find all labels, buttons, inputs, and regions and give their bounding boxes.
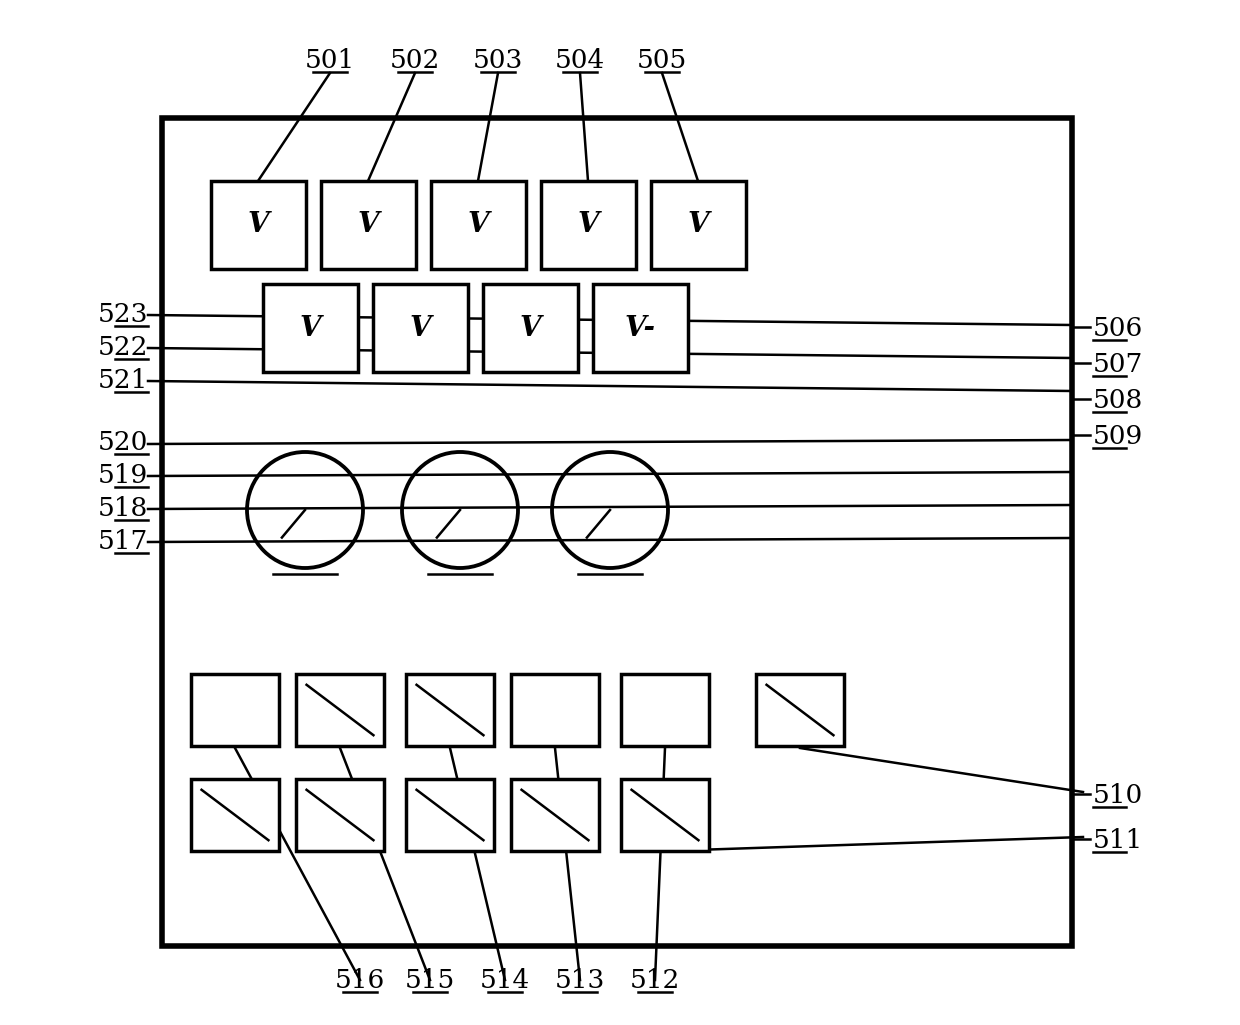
Bar: [511, 779, 599, 851]
Text: 523: 523: [98, 302, 148, 327]
Bar: [296, 779, 384, 851]
Bar: [263, 284, 357, 372]
Text: 519: 519: [98, 463, 148, 488]
Text: 517: 517: [98, 529, 148, 554]
Text: V: V: [409, 315, 430, 341]
Text: 522: 522: [98, 335, 148, 360]
Bar: [621, 779, 709, 851]
Text: 515: 515: [405, 968, 455, 993]
Text: 507: 507: [1092, 352, 1143, 377]
Bar: [162, 118, 1073, 946]
Text: 505: 505: [637, 48, 687, 73]
Text: 513: 513: [554, 968, 605, 993]
Bar: [191, 779, 279, 851]
Text: V: V: [299, 315, 321, 341]
Text: 509: 509: [1092, 424, 1143, 449]
Text: V-: V-: [625, 315, 656, 341]
Text: V: V: [520, 315, 541, 341]
Text: V: V: [357, 211, 378, 239]
Text: 521: 521: [98, 368, 148, 393]
Text: V: V: [247, 211, 269, 239]
Text: V: V: [687, 211, 709, 239]
Text: 520: 520: [98, 430, 148, 455]
Bar: [405, 779, 494, 851]
Bar: [621, 674, 709, 746]
Text: 508: 508: [1092, 388, 1143, 413]
Bar: [372, 284, 467, 372]
Text: 501: 501: [305, 48, 355, 73]
Text: 510: 510: [1092, 783, 1143, 808]
Bar: [541, 181, 635, 269]
Bar: [320, 181, 415, 269]
Text: 502: 502: [389, 48, 440, 73]
Bar: [211, 181, 305, 269]
Text: 512: 512: [630, 968, 681, 993]
Text: V: V: [578, 211, 599, 239]
Bar: [593, 284, 687, 372]
Bar: [511, 674, 599, 746]
Text: 503: 503: [472, 48, 523, 73]
Bar: [405, 674, 494, 746]
Text: 506: 506: [1092, 316, 1143, 341]
Bar: [296, 674, 384, 746]
Bar: [191, 674, 279, 746]
Text: 504: 504: [554, 48, 605, 73]
Bar: [482, 284, 578, 372]
Text: 511: 511: [1092, 828, 1143, 853]
Text: 514: 514: [480, 968, 531, 993]
Text: V: V: [467, 211, 489, 239]
Bar: [430, 181, 526, 269]
Text: 516: 516: [335, 968, 386, 993]
Text: 518: 518: [98, 496, 148, 521]
Bar: [756, 674, 844, 746]
Bar: [651, 181, 745, 269]
